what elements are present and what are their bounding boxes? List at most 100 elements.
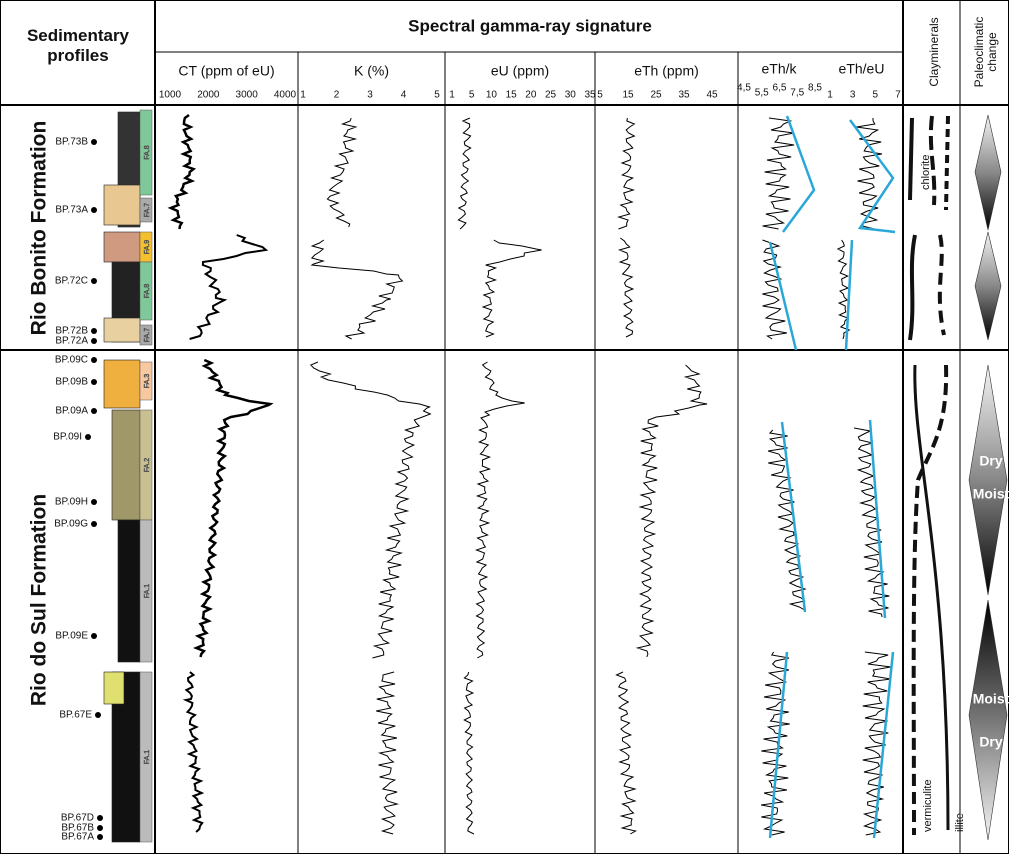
log-curve <box>196 360 270 657</box>
scale-label: 2000 <box>197 90 220 101</box>
facies-label: FA.8 <box>144 145 151 160</box>
scale-label: 5,5 <box>755 88 769 99</box>
sample-label: BP.72A <box>55 336 88 347</box>
scale-label: 15 <box>506 90 518 101</box>
scale-label: 5 <box>434 90 440 101</box>
log-curve <box>312 240 403 339</box>
scale-label: 7 <box>895 90 901 101</box>
paleo-title: Paleoclimatic <box>972 17 986 88</box>
scale-label: 2 <box>334 90 340 101</box>
sample-label: BP.09G <box>54 519 88 530</box>
scale-label: 35 <box>584 90 596 101</box>
scale-label: 20 <box>525 90 537 101</box>
mineral-label: vermiculite <box>922 779 934 832</box>
clay-curve <box>910 116 948 835</box>
facies-label: FA.7 <box>144 328 151 343</box>
sample-dot <box>91 139 97 145</box>
climate-shape <box>969 115 1007 840</box>
sample-label: BP.73A <box>55 205 88 216</box>
scale-label: 35 <box>678 90 690 101</box>
facies-label: FA.7 <box>144 203 151 218</box>
log-curve <box>620 238 633 337</box>
signature-title: Spectral gamma-ray signature <box>408 16 652 35</box>
sample-dot <box>91 328 97 334</box>
scale-label: 1 <box>827 90 833 101</box>
facies-label: FA.2 <box>144 458 151 473</box>
scale-label: 5 <box>873 90 879 101</box>
scale-label: 4 <box>401 90 407 101</box>
paleo-title: change <box>985 32 999 72</box>
log-curve <box>464 672 474 834</box>
sample-dot <box>91 521 97 527</box>
log-curve <box>186 672 202 832</box>
log-curve <box>458 118 470 229</box>
facies-label: FA.3 <box>144 374 151 389</box>
column-title: eTh (ppm) <box>634 63 699 79</box>
sample-dot <box>97 834 103 840</box>
sample-dot <box>85 434 91 440</box>
scale-label: 1000 <box>159 90 182 101</box>
scale-label: 3000 <box>236 90 259 101</box>
scale-label: 7,5 <box>790 88 804 99</box>
clay-title: Clayminerals <box>927 17 941 86</box>
trend-line <box>770 116 895 838</box>
sample-dot <box>97 815 103 821</box>
mineral-label: chlorite <box>920 155 932 190</box>
climate-label: Dry <box>979 453 1003 469</box>
scale-label: 1 <box>300 90 306 101</box>
formation-label: Rio Bonito Formation <box>28 121 51 336</box>
scale-label: 1 <box>449 90 455 101</box>
scale-label: 8,5 <box>808 83 822 94</box>
figure: Sedimentaryprofiles Spectral gamma-ray s… <box>0 0 1009 854</box>
scale-label: 30 <box>565 90 577 101</box>
sample-dot <box>95 712 101 718</box>
sample-dot <box>91 278 97 284</box>
sample-label: BP.09A <box>55 406 88 417</box>
strat-column <box>104 112 140 842</box>
scale-label: 6,5 <box>773 83 787 94</box>
sample-dot <box>91 207 97 213</box>
sample-dot <box>91 379 97 385</box>
log-curve <box>477 362 525 658</box>
climate-label: Moist <box>973 691 1009 707</box>
log-curve <box>763 118 795 229</box>
scale-label: 5 <box>469 90 475 101</box>
sample-label: BP.09E <box>55 631 88 642</box>
column-title: eTh/eU <box>839 61 885 77</box>
facies-label: FA.1 <box>144 584 151 599</box>
column-title: eU (ppm) <box>491 63 549 79</box>
log-curve <box>376 672 397 834</box>
sample-label: BP.73B <box>55 137 88 148</box>
scale-label: 25 <box>650 90 662 101</box>
sample-label: BP.67E <box>59 710 92 721</box>
sample-label: BP.09H <box>55 497 88 508</box>
scale-label: 3 <box>850 90 856 101</box>
scale-label: 4000 <box>274 90 297 101</box>
sample-dot <box>91 633 97 639</box>
sample-dot <box>91 499 97 505</box>
sample-label: BP.67A <box>61 832 94 843</box>
log-curve <box>311 362 431 658</box>
scale-label: 3 <box>367 90 373 101</box>
sample-label: BP.09I <box>53 432 82 443</box>
log-curve <box>762 240 787 339</box>
facies-label: FA.9 <box>144 240 151 255</box>
sample-dot <box>91 408 97 414</box>
scale-label: 45 <box>706 90 718 101</box>
log-curve <box>327 118 355 227</box>
log-curve <box>483 240 541 337</box>
scale-label: 15 <box>622 90 634 101</box>
sample-label: BP.72C <box>55 276 88 287</box>
sample-dot <box>97 825 103 831</box>
log-curve <box>638 365 708 657</box>
column-title: CT (ppm of eU) <box>178 63 274 79</box>
scale-label: 10 <box>486 90 498 101</box>
scale-label: 4,5 <box>737 83 751 94</box>
sample-dot <box>91 357 97 363</box>
mineral-label: illite <box>954 813 966 832</box>
facies-label: FA.1 <box>144 750 151 765</box>
scale-label: 5 <box>597 90 603 101</box>
climate-label: Dry <box>979 734 1003 750</box>
log-curve <box>619 118 635 229</box>
